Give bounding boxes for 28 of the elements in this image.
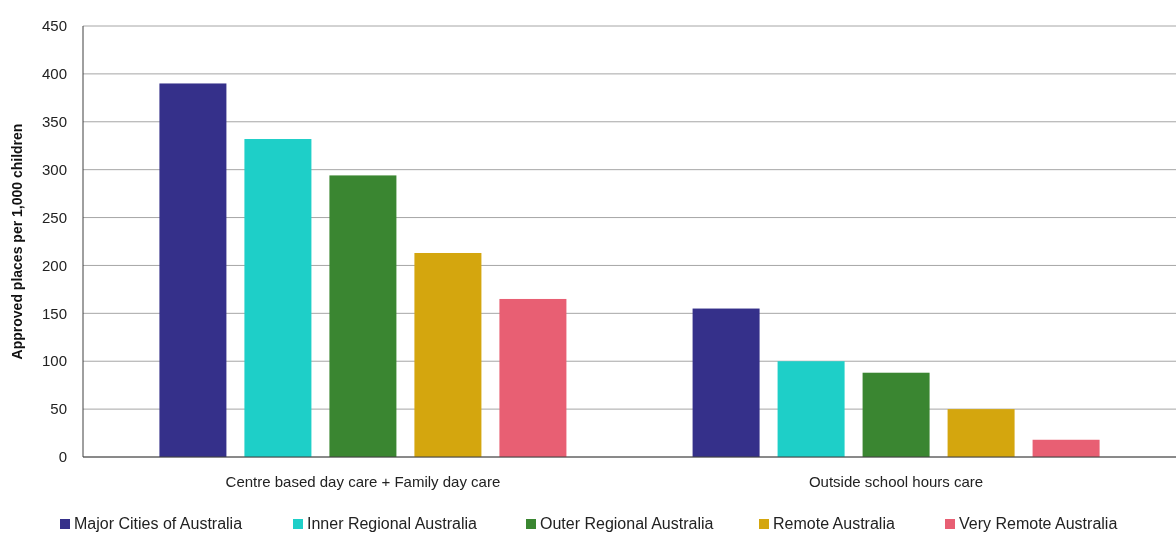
y-tick-label: 350 [41,113,67,131]
y-tick-label: 200 [41,256,67,274]
bar [947,409,1015,457]
y-tick-label: 450 [41,17,67,35]
bar [329,175,397,457]
legend-label: Remote Australia [773,514,895,532]
legend-label: Major Cities of Australia [74,514,243,532]
y-tick-label: 50 [50,400,67,418]
y-tick-label: 400 [41,65,67,83]
bar [159,83,227,457]
y-tick-label: 0 [58,448,67,466]
bar [244,139,312,457]
bar [777,361,845,457]
y-tick-label: 150 [41,304,67,322]
legend-label: Very Remote Australia [959,514,1118,532]
y-tick-label: 100 [41,352,67,370]
bar [862,372,930,457]
bar [499,298,567,457]
y-tick-label: 300 [41,160,67,178]
legend-label: Outer Regional Australia [540,514,714,532]
bar [692,308,760,457]
x-tick-label: Centre based day care + Family day care [225,473,501,490]
y-tick-label: 250 [41,208,67,226]
bar [414,252,482,457]
x-tick-label: Outside school hours care [808,473,984,490]
legend-label: Inner Regional Australia [307,514,477,532]
y-axis-title: Approved places per 1,000 children [9,123,25,360]
bar [1032,439,1100,457]
